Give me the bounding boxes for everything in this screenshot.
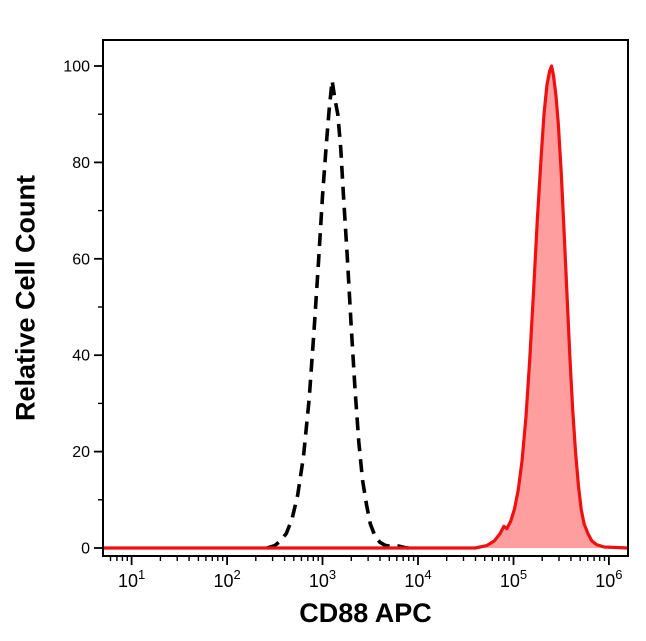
x-tick-label: 103 <box>309 567 336 591</box>
plot-border <box>102 39 629 557</box>
red-filled-curve <box>103 64 629 550</box>
black-dashed-curve <box>266 78 409 550</box>
y-tick-labels: 0 20 40 60 80 100 <box>63 59 90 558</box>
y-tick-label: 0 <box>81 541 90 558</box>
y-tick-label: 60 <box>72 251 90 268</box>
x-tick-label: 101 <box>118 567 145 591</box>
x-tick-label: 106 <box>595 567 622 591</box>
red-filled-curve-fill <box>103 66 628 548</box>
y-tick-label: 80 <box>72 155 90 172</box>
x-tick-label: 102 <box>213 567 240 591</box>
x-tick-label: 104 <box>404 567 431 591</box>
series-fills <box>103 66 628 548</box>
y-tick-label: 40 <box>72 348 90 365</box>
series-strokes <box>103 64 629 550</box>
x-tick-label: 105 <box>500 567 527 591</box>
x-tick-labels: 101 102 103 104 105 106 <box>118 567 623 591</box>
y-axis-label: Relative Cell Count <box>10 174 41 422</box>
x-axis-label: CD88 APC <box>299 598 432 628</box>
y-tick-label: 100 <box>63 59 90 76</box>
y-tick-label: 20 <box>72 444 90 461</box>
